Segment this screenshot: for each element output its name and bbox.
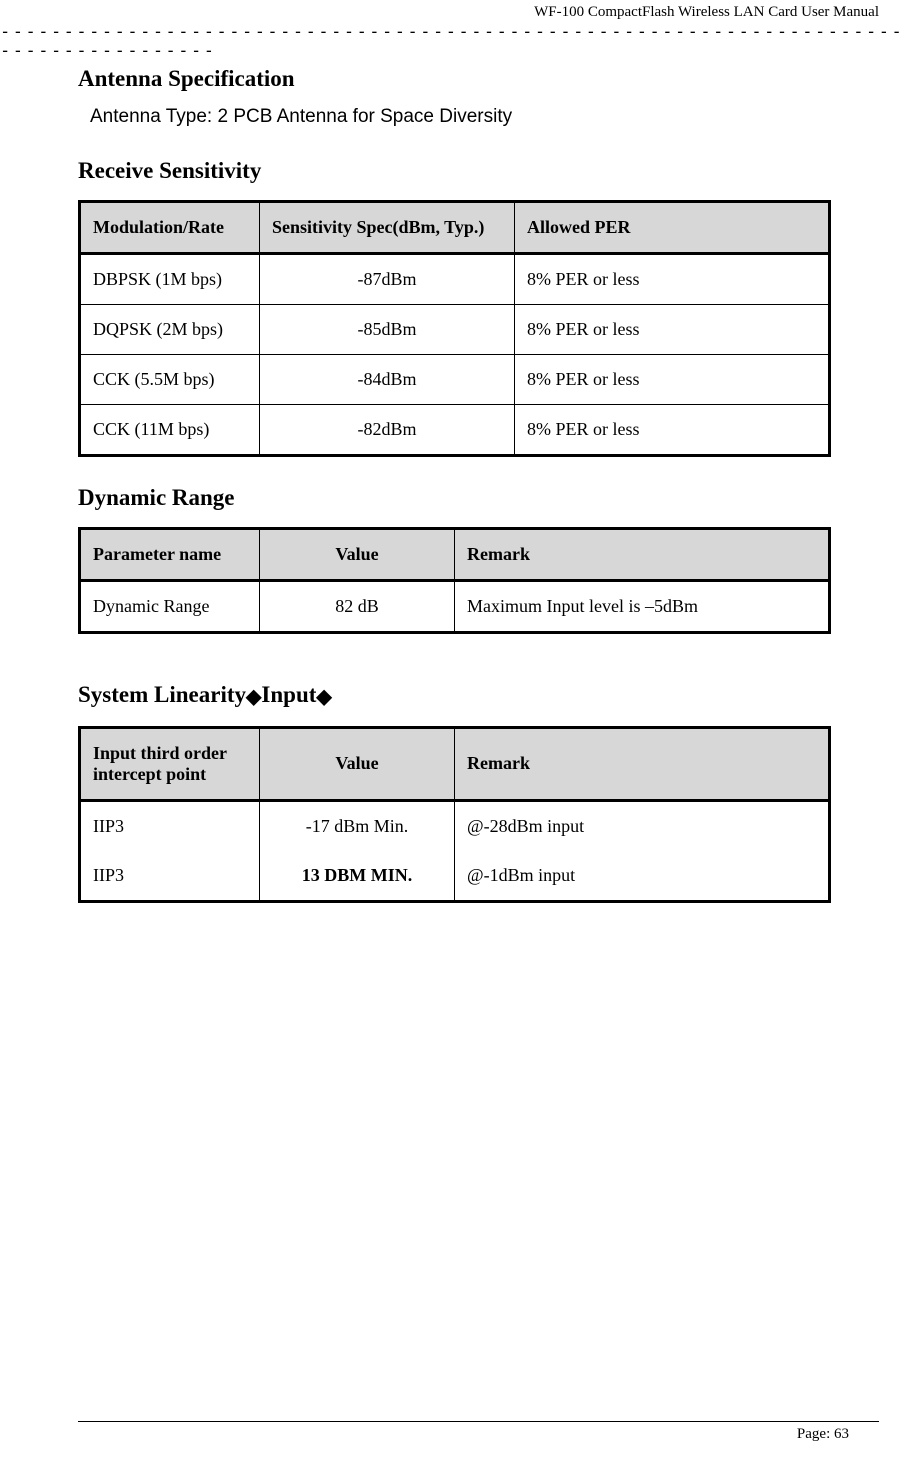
rs-cell: 8% PER or less [515,405,830,456]
rs-cell: CCK (5.5M bps) [80,355,260,405]
receive-sensitivity-heading: Receive Sensitivity [78,158,831,184]
sl-cell: IIP3 [80,800,260,851]
rs-cell: CCK (11M bps) [80,405,260,456]
table-row: DBPSK (1M bps) -87dBm 8% PER or less [80,254,830,305]
table-row: IIP3 13 DBM MIN. @-1dBm input [80,851,830,902]
rs-cell: 8% PER or less [515,305,830,355]
rs-header-sensitivity: Sensitivity Spec(dBm, Typ.) [260,202,515,254]
table-row: CCK (5.5M bps) -84dBm 8% PER or less [80,355,830,405]
dr-header-value: Value [260,529,455,581]
sl-cell: @-1dBm input [455,851,830,902]
footer-divider [78,1421,879,1422]
dr-header-remark: Remark [455,529,830,581]
dynamic-range-heading: Dynamic Range [78,485,831,511]
antenna-type-text: Antenna Type: 2 PCB Antenna for Space Di… [90,106,831,128]
dr-header-param: Parameter name [80,529,260,581]
dr-cell: Dynamic Range [80,581,260,633]
table-row: Dynamic Range 82 dB Maximum Input level … [80,581,830,633]
table-row: CCK (11M bps) -82dBm 8% PER or less [80,405,830,456]
rs-cell: 8% PER or less [515,254,830,305]
table-row: DQPSK (2M bps) -85dBm 8% PER or less [80,305,830,355]
system-linearity-table: Input third order intercept point Value … [78,726,831,903]
sl-cell: -17 dBm Min. [260,800,455,851]
rs-header-per: Allowed PER [515,202,830,254]
sl-cell: 13 DBM MIN. [260,851,455,902]
sl-header-value: Value [260,727,455,800]
page-content: Antenna Specification Antenna Type: 2 PC… [0,66,909,902]
table-row: IIP3 -17 dBm Min. @-28dBm input [80,800,830,851]
system-linearity-heading: System Linearity◆Input◆ [78,682,831,709]
sl-cell: IIP3 [80,851,260,902]
page-number: Page: 63 [78,1426,879,1443]
page-footer: Page: 63 [78,1421,879,1443]
diamond-icon: ◆ [316,687,331,709]
rs-header-modulation: Modulation/Rate [80,202,260,254]
rs-cell: DQPSK (2M bps) [80,305,260,355]
rs-cell: -87dBm [260,254,515,305]
rs-cell: -82dBm [260,405,515,456]
dr-cell: Maximum Input level is –5dBm [455,581,830,633]
rs-cell: 8% PER or less [515,355,830,405]
rs-cell: DBPSK (1M bps) [80,254,260,305]
sl-header-remark: Remark [455,727,830,800]
diamond-icon: ◆ [246,687,261,709]
doc-header-title: WF-100 CompactFlash Wireless LAN Card Us… [0,0,909,21]
dr-cell: 82 dB [260,581,455,633]
receive-sensitivity-table: Modulation/Rate Sensitivity Spec(dBm, Ty… [78,200,831,457]
antenna-spec-heading: Antenna Specification [78,66,831,92]
rs-cell: -84dBm [260,355,515,405]
top-divider: ----------------------------------------… [0,23,909,60]
sl-cell: @-28dBm input [455,800,830,851]
rs-cell: -85dBm [260,305,515,355]
dynamic-range-table: Parameter name Value Remark Dynamic Rang… [78,527,831,634]
sl-header-iip: Input third order intercept point [80,727,260,800]
